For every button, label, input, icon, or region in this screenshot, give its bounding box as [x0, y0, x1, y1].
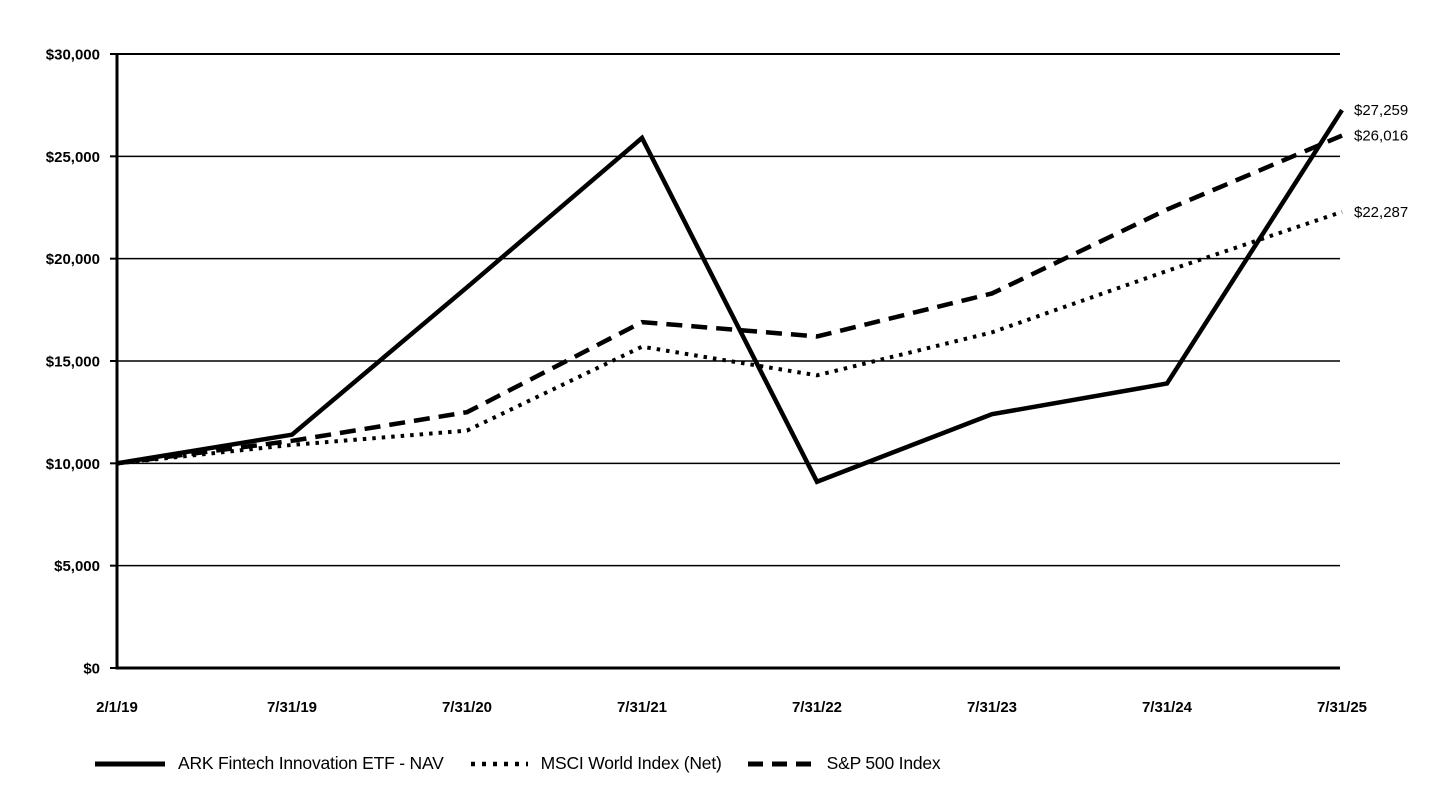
series-line-dashed — [116, 133, 1343, 466]
x-tick-label: 7/31/21 — [617, 699, 667, 716]
series-end-value-label: $27,259 — [1354, 102, 1408, 119]
solid-line-icon — [95, 761, 165, 766]
x-tick-label: 7/31/24 — [1142, 699, 1193, 716]
x-tick-label: 7/31/22 — [792, 699, 842, 716]
legend-label-ark: ARK Fintech Innovation ETF - NAV — [178, 753, 444, 773]
x-tick-label: 7/31/19 — [267, 699, 317, 716]
plot-area: $0 $5,000 $10,000 $15,000 $20,000 $25,000 $30,… — [46, 47, 1408, 717]
legend-label-msci: MSCI World Index (Net) — [540, 753, 722, 773]
y-tick-label: $5,000 — [54, 558, 100, 575]
y-tick-label: $25,000 — [46, 149, 100, 166]
x-tick-label: 7/31/23 — [967, 699, 1017, 716]
series-line-solid — [116, 108, 1344, 485]
x-tick-label: 2/1/19 — [96, 699, 138, 716]
dotted-line-icon — [470, 761, 528, 766]
series-end-value-label: $26,016 — [1354, 128, 1408, 145]
y-tick-label: $30,000 — [46, 47, 100, 64]
x-tick-label: 7/31/20 — [442, 699, 492, 716]
legend: ARK Fintech Innovation ETF - NAV MSCI Wo… — [95, 753, 941, 774]
y-tick-label: $20,000 — [46, 251, 100, 268]
legend-item-sp500: S&P 500 Index — [747, 753, 941, 774]
series-end-value-label: $22,287 — [1354, 204, 1408, 221]
legend-label-sp500: S&P 500 Index — [826, 753, 941, 773]
y-tick-label: $0 — [83, 661, 100, 678]
y-tick-label: $10,000 — [46, 456, 100, 473]
y-tick-label: $15,000 — [46, 354, 100, 371]
dashed-line-icon — [747, 761, 814, 766]
x-tick-label: 7/31/25 — [1317, 699, 1367, 716]
series-line-dotted — [116, 209, 1343, 466]
legend-item-msci: MSCI World Index (Net) — [470, 753, 722, 774]
legend-item-ark: ARK Fintech Innovation ETF - NAV — [95, 753, 444, 774]
